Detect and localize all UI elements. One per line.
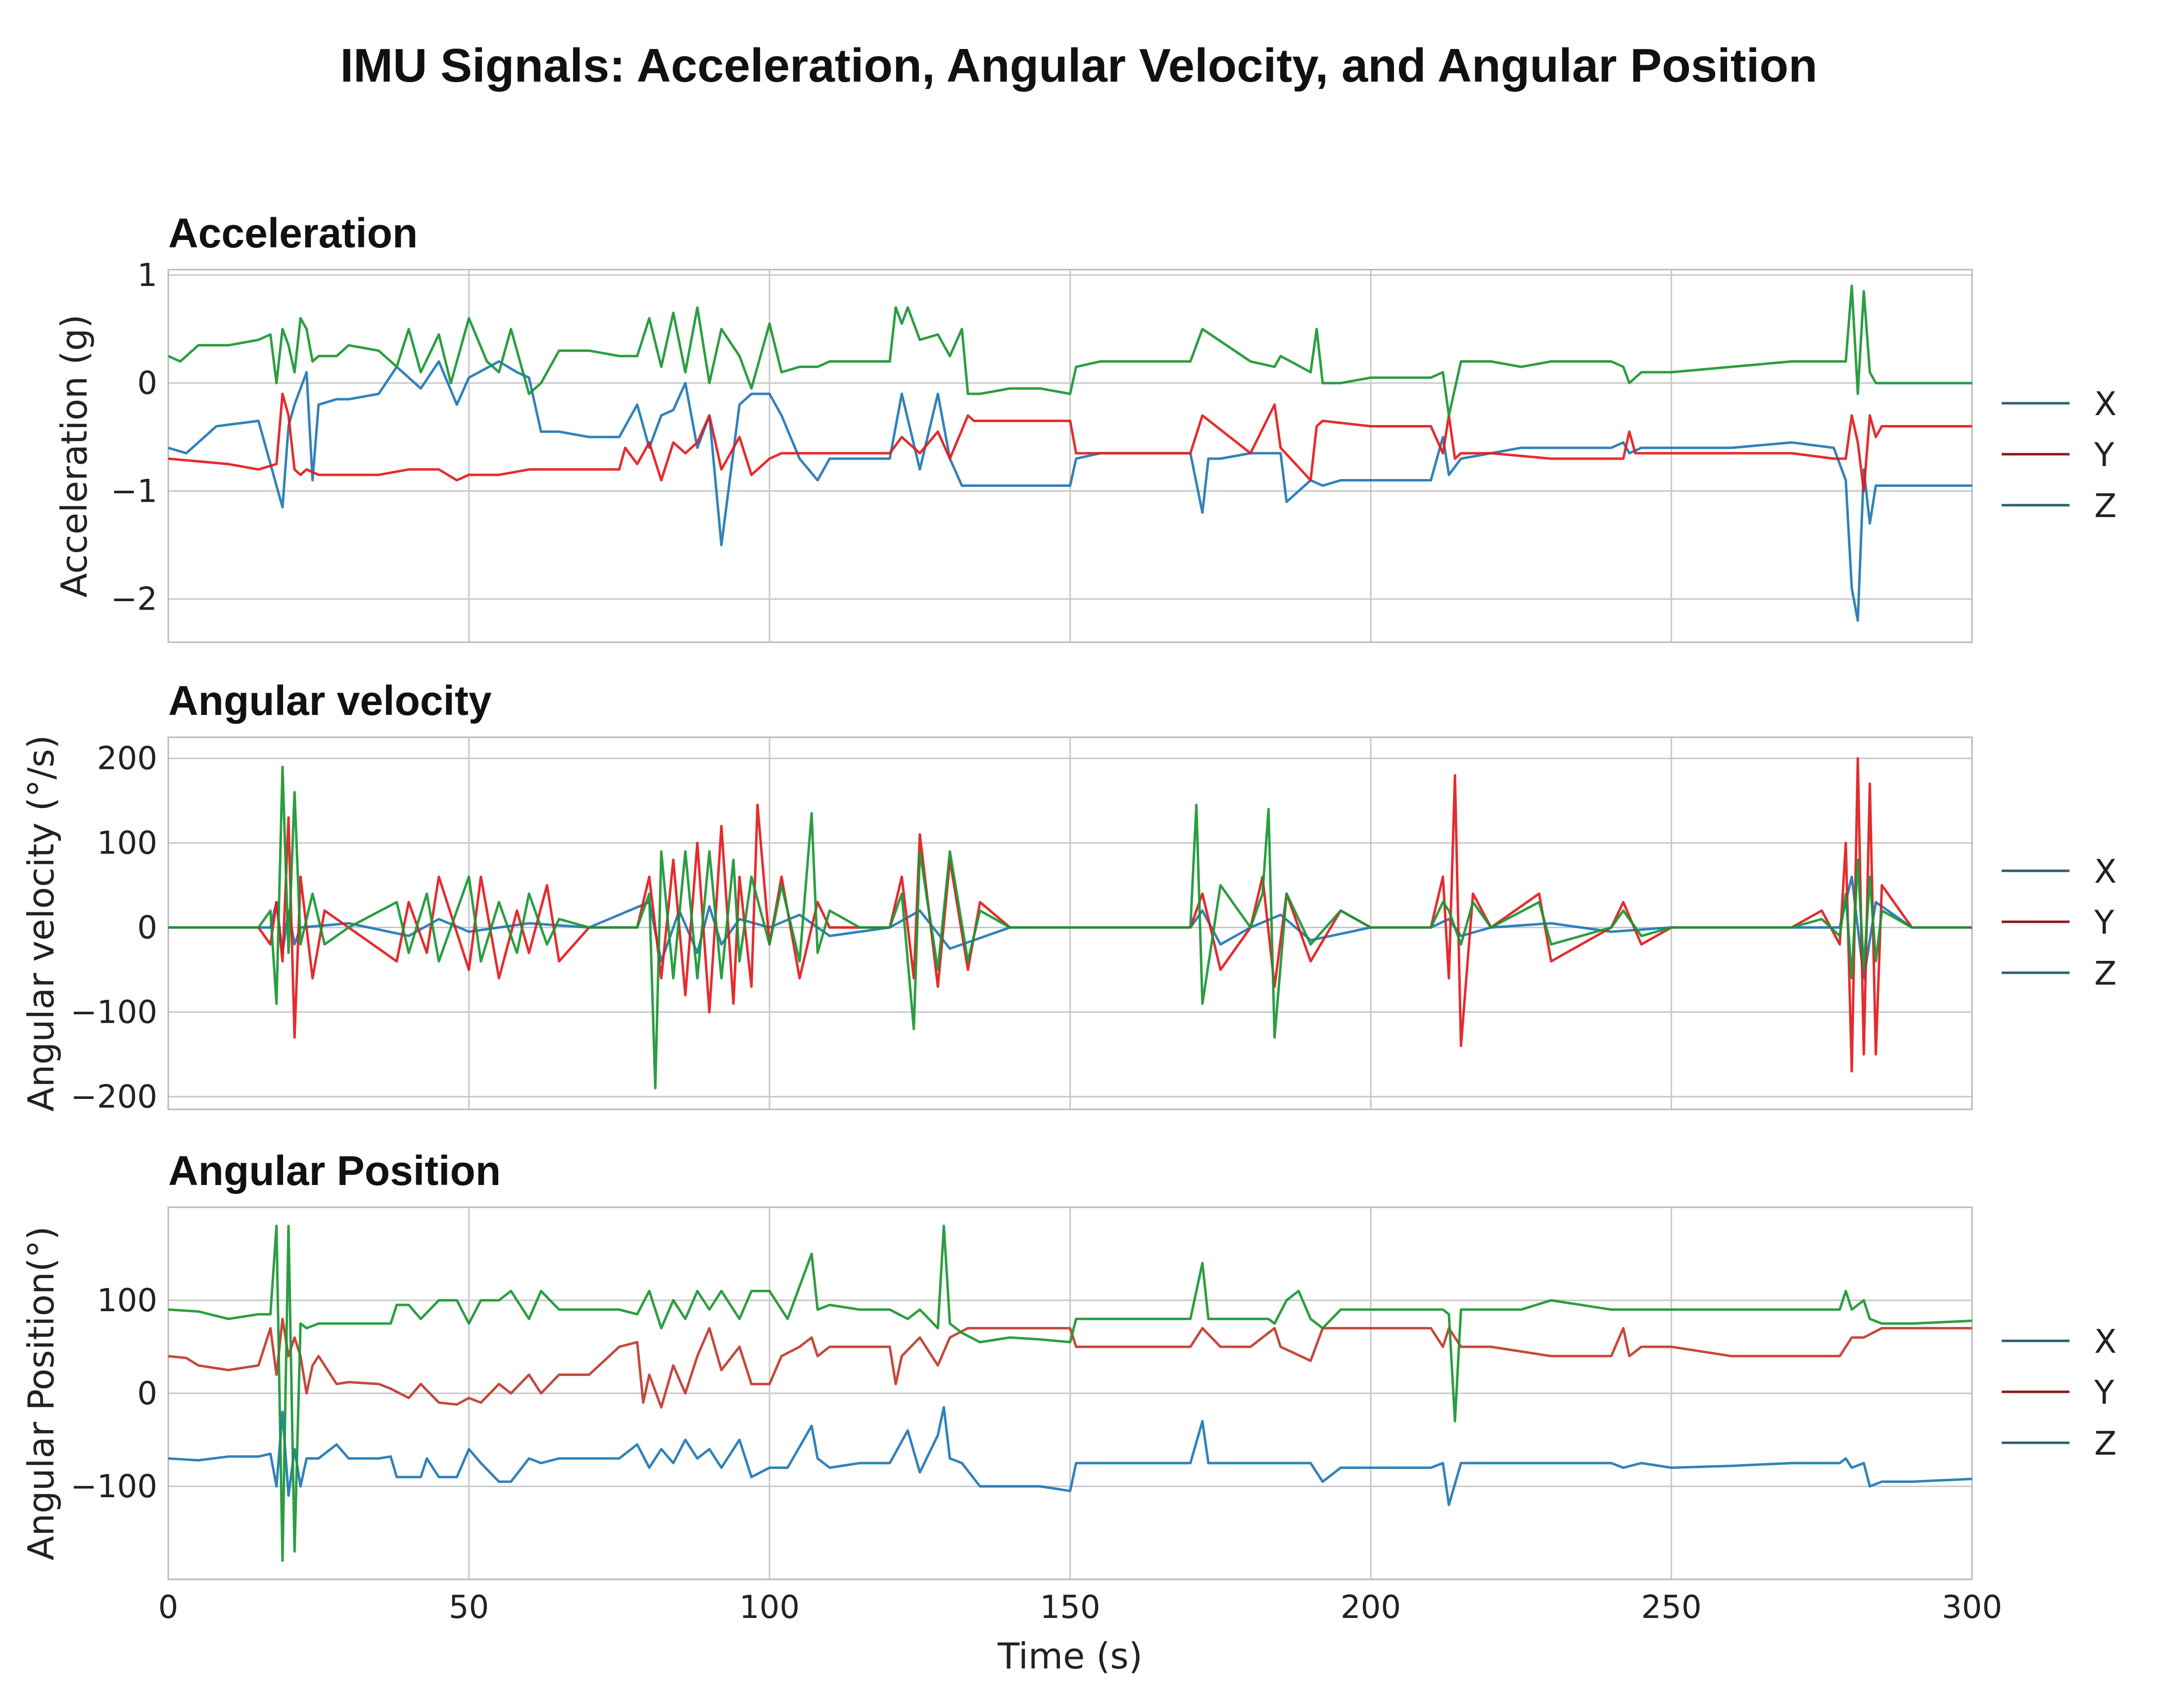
figure-title: IMU Signals: Acceleration, Angular Veloc… (340, 39, 1817, 92)
legend-label-y: Y (2094, 903, 2115, 942)
y-tick-label: −100 (70, 1469, 157, 1505)
series-line-y (168, 392, 1972, 492)
series-line-y (168, 1318, 1972, 1409)
panel-frame (167, 736, 1973, 1110)
x-tick-label: 250 (1641, 1589, 1701, 1626)
legend-label-y: Y (2094, 1374, 2115, 1412)
y-tick-label: 100 (97, 1282, 157, 1319)
legend-label-x: X (2094, 385, 2117, 423)
series-group (168, 1225, 1972, 1562)
series-line-x (168, 360, 1972, 622)
panel-title: Angular velocity (168, 677, 492, 724)
y-tick-label: −2 (111, 581, 157, 618)
series-group (168, 757, 1972, 1090)
series-line-z (168, 765, 1972, 1090)
y-tick-label: −200 (70, 1079, 157, 1115)
x-tick-label: 200 (1341, 1589, 1401, 1626)
legend: XYZ (2002, 1323, 2117, 1463)
panel-title: Angular Position (168, 1147, 501, 1194)
series-line-y (168, 757, 1972, 1073)
series-line-z (168, 285, 1972, 417)
panel-1: Acceleration 1 0 −1 −2 Acceleration (g) XYZ (53, 210, 2117, 643)
legend-label-x: X (2094, 1323, 2117, 1361)
y-tick-label: 100 (97, 825, 157, 862)
panel-title: Acceleration (168, 210, 418, 256)
x-tick-label: 50 (449, 1589, 489, 1626)
legend-label-z: Z (2094, 954, 2117, 993)
y-tick-label: 0 (137, 910, 157, 947)
y-tick-label: 1 (137, 257, 157, 294)
legend-label-z: Z (2094, 487, 2117, 525)
legend: XYZ (2002, 853, 2117, 993)
legend-label-y: Y (2094, 436, 2115, 474)
x-tick-label: 300 (1942, 1589, 2002, 1626)
y-axis-label: Acceleration (g) (53, 314, 95, 597)
panel-frame (167, 1206, 1973, 1580)
x-tick-label: 100 (739, 1589, 800, 1626)
series-group (168, 285, 1972, 622)
panel-frame (167, 269, 1973, 643)
x-tick-label: 0 (158, 1589, 179, 1626)
x-axis-label: Time (s) (997, 1635, 1143, 1677)
legend: XYZ (2002, 385, 2117, 525)
y-axis-label: Angular Position(°) (20, 1226, 62, 1560)
y-tick-label: −100 (70, 994, 157, 1031)
legend-label-x: X (2094, 853, 2117, 891)
y-tick-label: 0 (137, 365, 157, 402)
legend-label-z: Z (2094, 1424, 2117, 1463)
y-tick-label: 200 (97, 741, 157, 777)
x-tick-label: 150 (1040, 1589, 1100, 1626)
series-line-z (168, 1225, 1972, 1562)
series-line-x (168, 1406, 1972, 1507)
y-axis-label: Angular velocity (°/s) (20, 735, 62, 1111)
y-tick-label: 0 (137, 1376, 157, 1412)
y-tick-label: −1 (111, 473, 157, 510)
